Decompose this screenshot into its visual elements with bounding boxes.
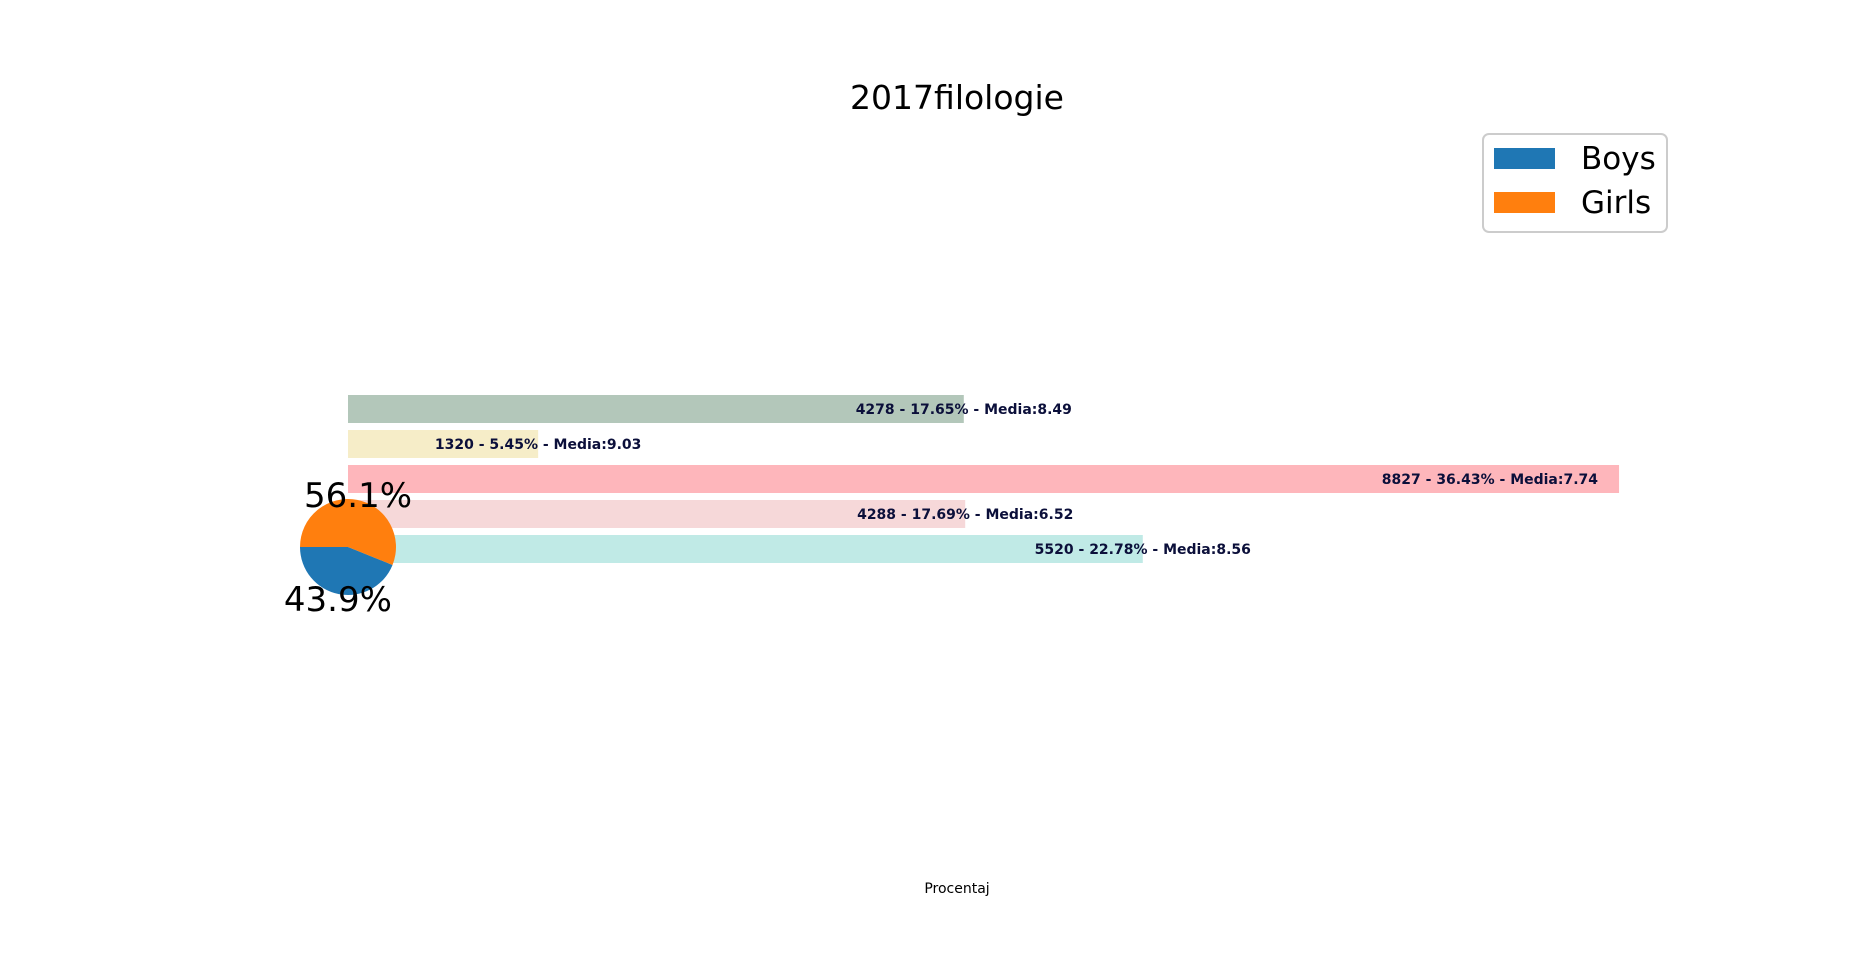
bar-label-5520: 5520 - 22.78% - Media:8.56 bbox=[1035, 542, 1251, 558]
bar-4288 bbox=[348, 500, 966, 528]
legend-label-girls: Girls bbox=[1581, 185, 1651, 221]
legend-entries: Boys Girls bbox=[1494, 141, 1656, 221]
pie-slice-girls bbox=[300, 499, 396, 565]
legend-label-boys: Boys bbox=[1581, 141, 1656, 177]
bar-4278 bbox=[348, 395, 964, 423]
pie-label-girls: 56.1% bbox=[304, 476, 412, 516]
bar-label-4278: 4278 - 17.65% - Media:8.49 bbox=[856, 402, 1072, 418]
bar-label-8827: 8827 - 36.43% - Media:7.74 bbox=[1382, 472, 1598, 488]
bar-8827 bbox=[348, 465, 1620, 493]
chart-title: 2017filologie bbox=[850, 78, 1064, 117]
bar-label-4288: 4288 - 17.69% - Media:6.52 bbox=[857, 507, 1073, 523]
legend-swatch-girls bbox=[1494, 192, 1555, 213]
bar-1320 bbox=[348, 430, 539, 458]
bars-group: 4278 - 17.65% - Media:8.49 1320 - 5.45% -… bbox=[348, 395, 1620, 563]
legend-swatch-boys bbox=[1494, 148, 1555, 169]
x-axis-label: Procentaj bbox=[924, 881, 989, 897]
legend: Boys Girls bbox=[1482, 133, 1668, 233]
bar-5520 bbox=[348, 535, 1143, 563]
pie-chart: 43.9% 56.1% bbox=[284, 476, 412, 620]
pie-slice-boys bbox=[300, 547, 393, 596]
pie-label-boys: 43.9% bbox=[284, 580, 392, 620]
bar-label-1320: 1320 - 5.45% - Media:9.03 bbox=[435, 437, 642, 453]
